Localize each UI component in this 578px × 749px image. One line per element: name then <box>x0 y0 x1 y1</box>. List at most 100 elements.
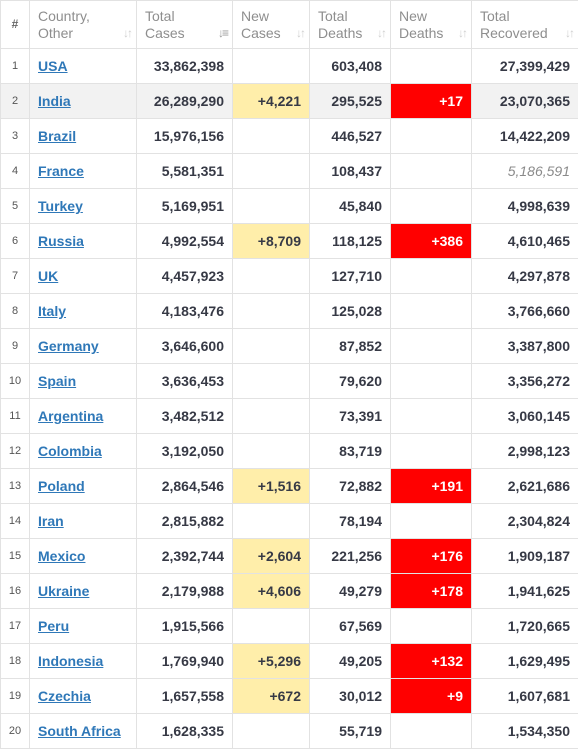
new-cases-cell <box>233 259 310 294</box>
row-number: 5 <box>1 189 30 224</box>
country-link[interactable]: Spain <box>38 373 76 389</box>
new-cases-cell: +672 <box>233 679 310 714</box>
country-cell: Peru <box>30 609 137 644</box>
sort-arrows-icon[interactable]: ↓↑ <box>377 25 385 42</box>
total-recovered-cell: 4,610,465 <box>472 224 578 259</box>
header-total-cases-line1: Total <box>145 8 175 24</box>
row-number: 16 <box>1 574 30 609</box>
header-total-recovered-line1: Total <box>480 8 510 24</box>
header-total-cases-line2: Cases <box>145 25 185 41</box>
country-link[interactable]: UK <box>38 268 58 284</box>
row-number: 17 <box>1 609 30 644</box>
country-link[interactable]: Iran <box>38 513 64 529</box>
total-recovered-cell: 3,766,660 <box>472 294 578 329</box>
country-cell: Italy <box>30 294 137 329</box>
country-cell: Czechia <box>30 679 137 714</box>
new-cases-cell: +2,604 <box>233 539 310 574</box>
header-new-deaths-line1: New <box>399 8 427 24</box>
country-link[interactable]: Brazil <box>38 128 76 144</box>
country-link[interactable]: South Africa <box>38 723 121 739</box>
country-cell: India <box>30 84 137 119</box>
total-cases-cell: 3,192,050 <box>137 434 233 469</box>
total-recovered-cell: 4,297,878 <box>472 259 578 294</box>
total-recovered-cell: 1,607,681 <box>472 679 578 714</box>
country-link[interactable]: Mexico <box>38 548 85 564</box>
total-cases-cell: 5,581,351 <box>137 154 233 189</box>
total-deaths-cell: 78,194 <box>310 504 391 539</box>
header-total-recovered[interactable]: Total Recovered ↓↑ <box>472 1 578 49</box>
country-link[interactable]: Germany <box>38 338 99 354</box>
total-cases-cell: 3,636,453 <box>137 364 233 399</box>
new-cases-cell: +1,516 <box>233 469 310 504</box>
row-number: 9 <box>1 329 30 364</box>
total-deaths-cell: 446,527 <box>310 119 391 154</box>
total-cases-cell: 2,864,546 <box>137 469 233 504</box>
country-link[interactable]: Indonesia <box>38 653 103 669</box>
header-total-deaths-line1: Total <box>318 8 348 24</box>
country-link[interactable]: Turkey <box>38 198 83 214</box>
new-deaths-cell <box>391 119 472 154</box>
sort-arrows-icon[interactable]: ↓↑ <box>458 25 466 42</box>
new-cases-cell <box>233 189 310 224</box>
new-deaths-cell <box>391 364 472 399</box>
country-link[interactable]: Ukraine <box>38 583 89 599</box>
country-link[interactable]: India <box>38 93 71 109</box>
country-link[interactable]: France <box>38 163 84 179</box>
header-new-deaths-line2: Deaths <box>399 25 443 41</box>
country-link[interactable]: Colombia <box>38 443 102 459</box>
header-country[interactable]: Country, Other ↓↑ <box>30 1 137 49</box>
sort-arrows-icon[interactable]: ↓↑ <box>296 25 304 42</box>
total-deaths-cell: 83,719 <box>310 434 391 469</box>
total-recovered-cell: 1,909,187 <box>472 539 578 574</box>
header-new-cases[interactable]: New Cases ↓↑ <box>233 1 310 49</box>
new-deaths-cell <box>391 329 472 364</box>
country-link[interactable]: Czechia <box>38 688 91 704</box>
new-deaths-cell <box>391 504 472 539</box>
row-number: 19 <box>1 679 30 714</box>
new-cases-cell <box>233 399 310 434</box>
country-link[interactable]: USA <box>38 58 68 74</box>
country-cell: Iran <box>30 504 137 539</box>
header-total-cases[interactable]: Total Cases ↓≡ <box>137 1 233 49</box>
row-number: 6 <box>1 224 30 259</box>
header-total-deaths-line2: Deaths <box>318 25 362 41</box>
new-cases-cell <box>233 609 310 644</box>
country-link[interactable]: Argentina <box>38 408 103 424</box>
header-new-cases-line1: New <box>241 8 269 24</box>
total-cases-cell: 26,289,290 <box>137 84 233 119</box>
sort-descending-icon[interactable]: ↓≡ <box>218 25 227 42</box>
country-link[interactable]: Russia <box>38 233 84 249</box>
sort-arrows-icon[interactable]: ↓↑ <box>565 25 573 42</box>
row-number: 11 <box>1 399 30 434</box>
total-cases-cell: 1,657,558 <box>137 679 233 714</box>
new-deaths-cell: +132 <box>391 644 472 679</box>
header-num: # <box>1 1 30 49</box>
total-cases-cell: 2,392,744 <box>137 539 233 574</box>
new-deaths-cell: +17 <box>391 84 472 119</box>
sort-arrows-icon[interactable]: ↓↑ <box>123 25 131 42</box>
header-total-deaths[interactable]: Total Deaths ↓↑ <box>310 1 391 49</box>
new-deaths-cell <box>391 259 472 294</box>
total-cases-cell: 33,862,398 <box>137 49 233 84</box>
total-cases-cell: 5,169,951 <box>137 189 233 224</box>
new-deaths-cell: +191 <box>391 469 472 504</box>
country-link[interactable]: Poland <box>38 478 85 494</box>
header-new-cases-line2: Cases <box>241 25 281 41</box>
new-deaths-cell <box>391 294 472 329</box>
header-new-deaths[interactable]: New Deaths ↓↑ <box>391 1 472 49</box>
total-recovered-cell: 1,941,625 <box>472 574 578 609</box>
country-link[interactable]: Italy <box>38 303 66 319</box>
total-deaths-cell: 79,620 <box>310 364 391 399</box>
total-deaths-cell: 55,719 <box>310 714 391 749</box>
total-deaths-cell: 49,279 <box>310 574 391 609</box>
country-link[interactable]: Peru <box>38 618 69 634</box>
header-total-recovered-line2: Recovered <box>480 25 548 41</box>
